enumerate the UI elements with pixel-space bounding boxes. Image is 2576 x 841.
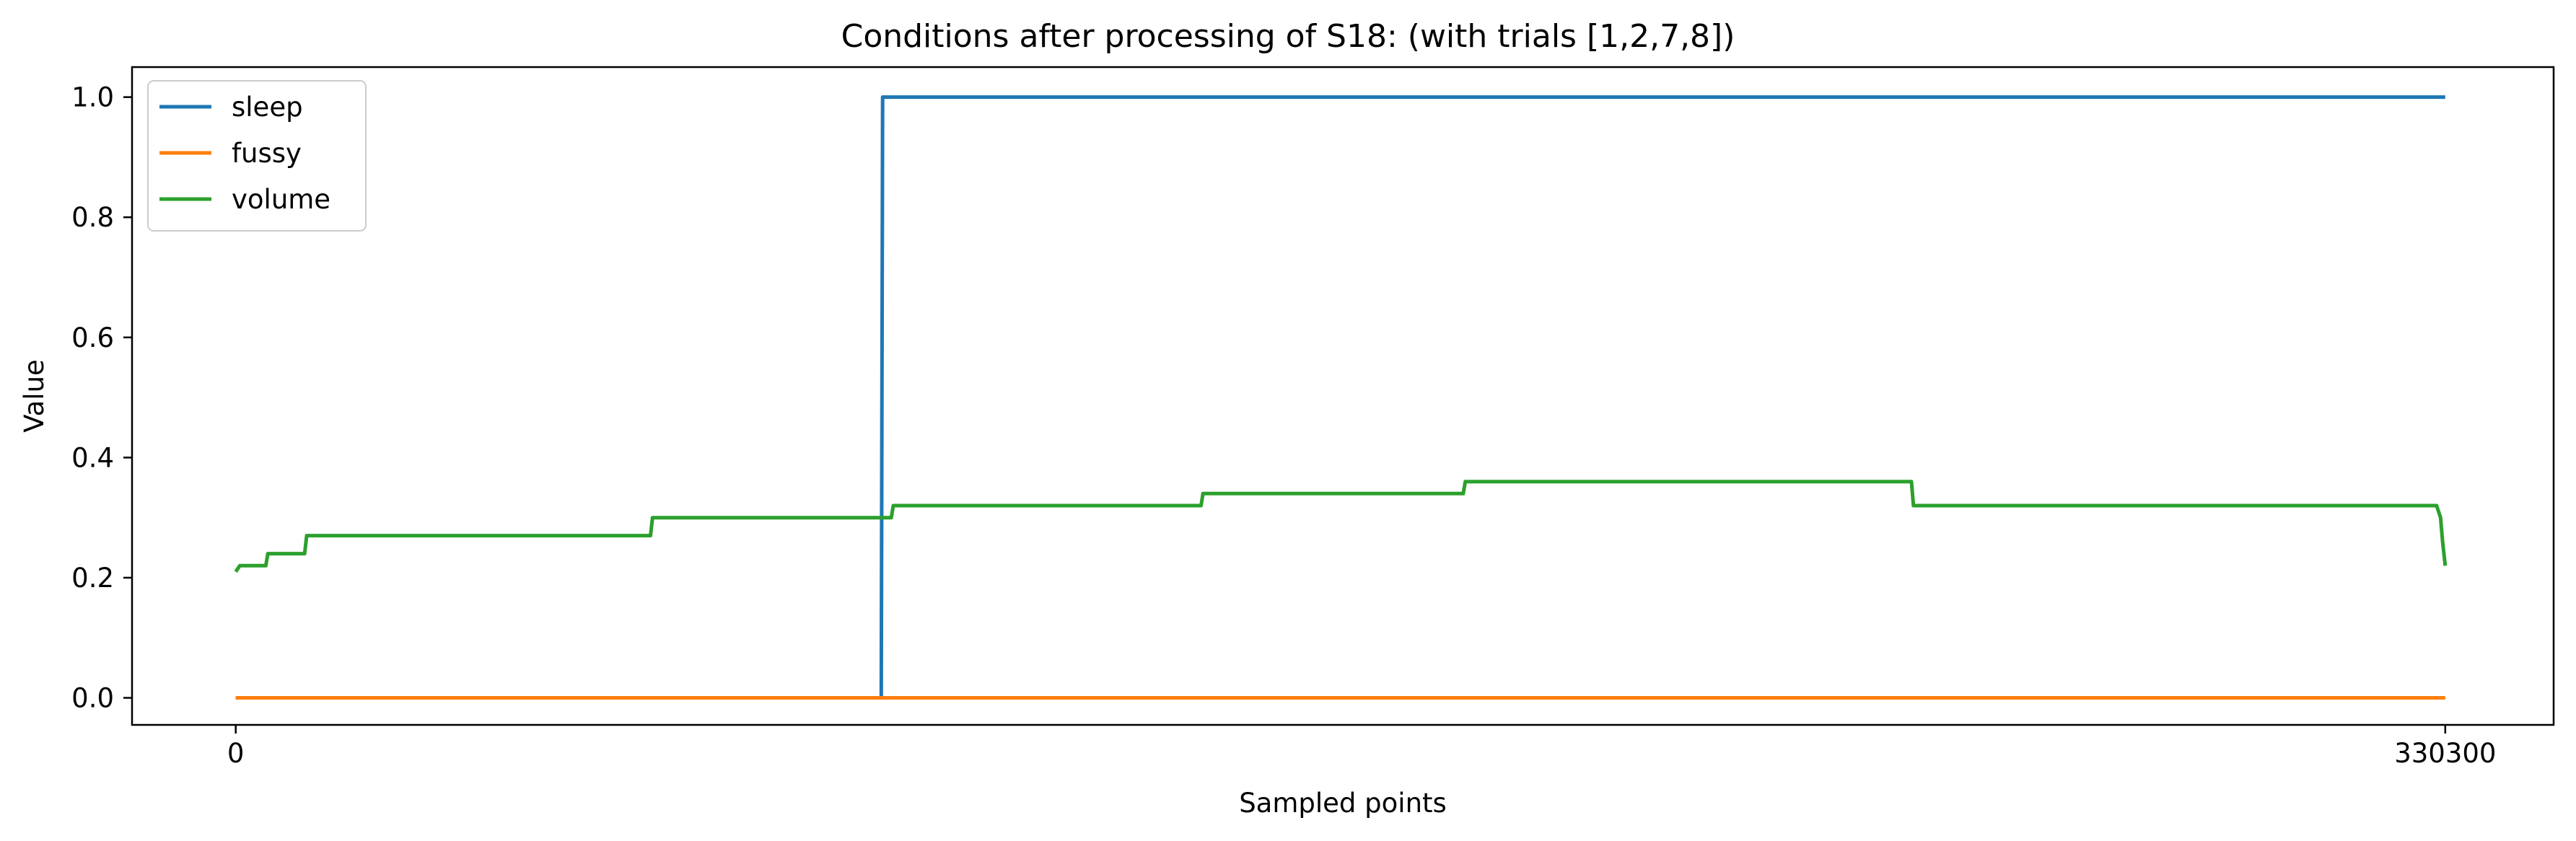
x-axis-label: Sampled points (1239, 788, 1447, 819)
y-tick-label: 1.0 (71, 82, 114, 113)
x-tick-label: 0 (227, 738, 245, 769)
x-axis-ticks: 0 330300 (227, 725, 2496, 769)
x-tick-label: 330300 (2394, 738, 2496, 769)
legend-label-fussy: fussy (232, 138, 302, 169)
y-tick-label: 0.0 (71, 683, 114, 714)
series-line-volume (234, 480, 2448, 573)
legend-label-volume: volume (232, 184, 330, 215)
chart-title: Conditions after processing of S18: (wit… (841, 18, 1735, 55)
plot-frame (131, 66, 2555, 726)
legend-label-sleep: sleep (232, 92, 303, 123)
y-axis-label: Value (19, 359, 50, 433)
y-tick-label: 0.2 (71, 563, 114, 594)
y-tick-label: 0.6 (71, 322, 114, 353)
legend-box (147, 80, 367, 232)
y-axis-ticks: 0.0 0.2 0.4 0.6 0.8 1.0 (71, 82, 132, 714)
y-tick-label: 0.4 (71, 442, 114, 473)
series-lines (234, 95, 2448, 700)
legend: sleep fussy volume (147, 80, 367, 232)
y-tick-label: 0.8 (71, 202, 114, 233)
